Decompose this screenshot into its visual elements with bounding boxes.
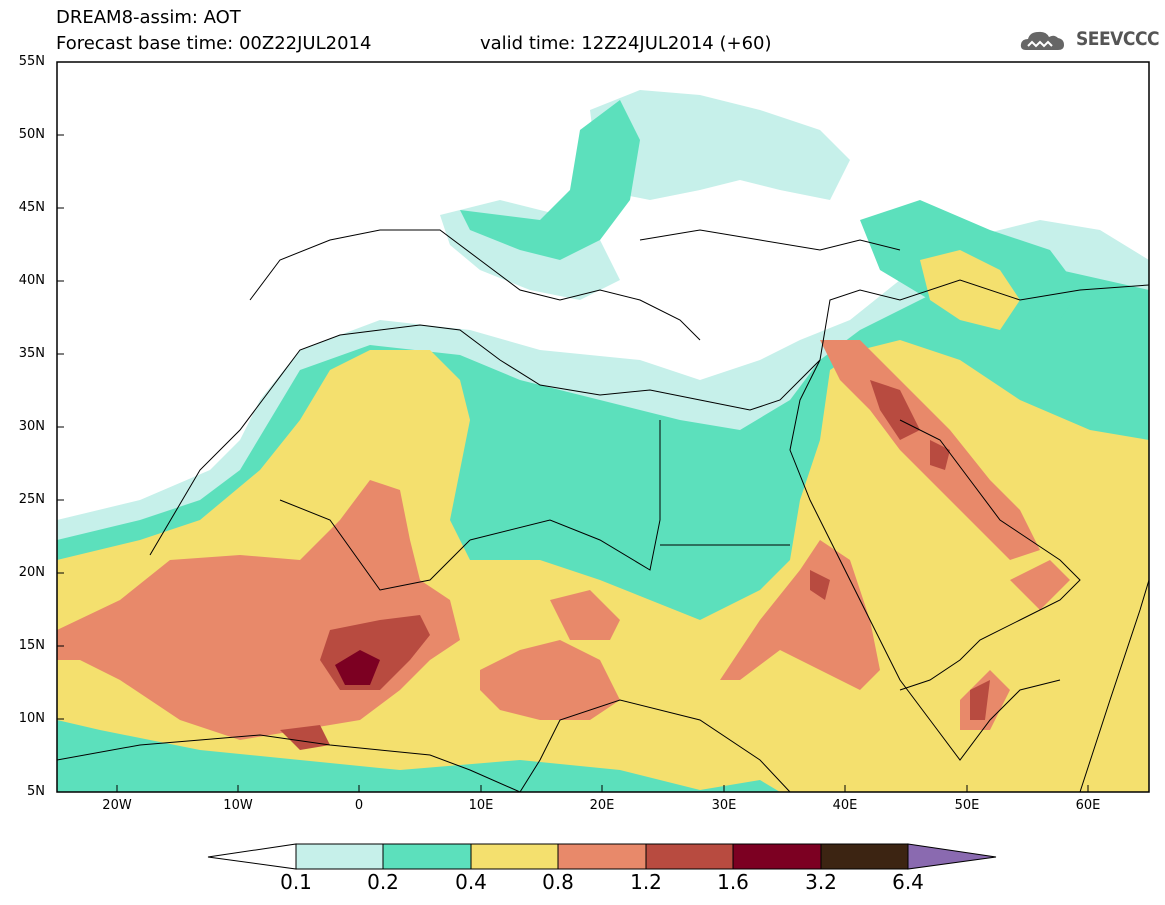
lat-label: 35N (18, 346, 45, 361)
colorbar-bin-6 (732, 843, 822, 870)
lon-label: 10E (468, 798, 494, 813)
coastlines (57, 229, 1149, 792)
seevccc-logo: SEEVCCC (1018, 26, 1160, 54)
colorbar-label: 0.2 (367, 870, 399, 894)
colorbar-bin-2 (382, 843, 472, 870)
lat-label: 15N (18, 638, 45, 653)
colorbar-label: 3.2 (805, 870, 837, 894)
colorbar-label: 0.4 (455, 870, 487, 894)
colorbar-bin-4 (557, 843, 647, 870)
logo-text: SEEVCCC (1076, 28, 1160, 50)
lat-label: 25N (18, 492, 45, 507)
lon-label: 0 (354, 798, 364, 813)
colorbar-bin-3 (470, 843, 559, 870)
forecast-base-time: Forecast base time: 00Z22JUL2014 (56, 33, 372, 54)
lat-label: 45N (18, 200, 45, 215)
colorbar-label: 1.2 (630, 870, 662, 894)
colorbar-bin-5 (645, 843, 734, 870)
colorbar-label: 6.4 (892, 870, 924, 894)
lon-label: 50E (954, 798, 980, 813)
colorbar-bin-7 (820, 843, 909, 870)
lat-label: 10N (18, 711, 45, 726)
axis-ticks (57, 61, 1089, 792)
aot-field (57, 90, 1149, 792)
lon-label: 10W (223, 798, 253, 813)
valid-time: valid time: 12Z24JUL2014 (+60) (480, 33, 772, 54)
colorbar-label: 1.6 (717, 870, 749, 894)
lon-label: 30E (711, 798, 737, 813)
lat-label: 40N (18, 273, 45, 288)
lat-label: 5N (27, 784, 45, 799)
colorbar (207, 843, 997, 870)
lon-label: 20W (102, 798, 132, 813)
lat-label: 55N (18, 54, 45, 69)
colorbar-bin-8 (907, 843, 997, 870)
colorbar-label: 0.1 (280, 870, 312, 894)
lat-label: 20N (18, 565, 45, 580)
lat-label: 50N (18, 127, 45, 142)
cloud-icon (1020, 31, 1064, 50)
colorbar-bin-1 (295, 843, 384, 870)
lon-label: 40E (832, 798, 858, 813)
lat-label: 30N (18, 419, 45, 434)
lon-label: 20E (589, 798, 615, 813)
colorbar-label: 0.8 (542, 870, 574, 894)
map-title: DREAM8-assim: AOT (56, 7, 241, 28)
lon-label: 60E (1075, 798, 1101, 813)
